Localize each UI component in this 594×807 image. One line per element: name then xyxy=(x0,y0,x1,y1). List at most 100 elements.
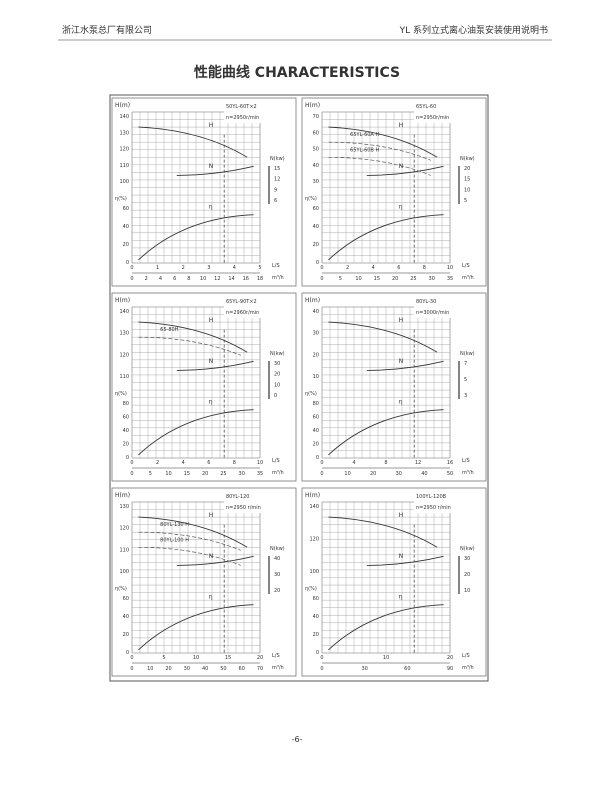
eta-curve xyxy=(138,604,254,651)
ls_ticks-tick: 8 xyxy=(384,460,387,466)
eta_ticks-tick: 0 xyxy=(126,260,129,266)
header-manual: YL 系列立式离心油泵安装使用说明书 xyxy=(399,24,548,36)
speed: n=2950r/min xyxy=(226,115,259,121)
panel xyxy=(301,487,487,677)
curve-n: N xyxy=(209,358,214,365)
eta_ticks-tick: 40 xyxy=(123,614,129,620)
eta-curve xyxy=(138,214,254,261)
m3h_ticks-tick: 16 xyxy=(243,276,249,282)
n_ticks-tick: 6 xyxy=(274,198,277,204)
axis-n: N(kw) xyxy=(460,156,475,162)
ls_ticks-tick: 8 xyxy=(233,460,236,466)
eta_ticks-tick: 80 xyxy=(123,401,129,407)
eta_ticks-tick: 0 xyxy=(126,455,129,461)
h_ticks-tick: 110 xyxy=(119,547,129,553)
panel xyxy=(111,97,297,287)
n_ticks-tick: 0 xyxy=(274,393,277,399)
eta-curve xyxy=(328,409,444,456)
axis-h: H(m) xyxy=(305,102,320,109)
speed: n=2950r/min xyxy=(416,115,449,121)
axis-n: N(kw) xyxy=(460,546,475,552)
model: 50YL-60T×2 xyxy=(226,104,257,110)
h_ticks-tick: 110 xyxy=(119,163,129,169)
axis-eta: η(%) xyxy=(305,586,317,592)
n_ticks-tick: 9 xyxy=(274,187,277,193)
n_ticks-tick: 30 xyxy=(274,572,280,578)
eta_ticks-tick: 60 xyxy=(123,415,129,421)
variant-curve xyxy=(138,336,241,356)
ls_ticks-tick: 2 xyxy=(346,265,349,271)
m3h_ticks-tick: 0 xyxy=(130,666,133,672)
frame xyxy=(109,94,489,682)
eta-curve xyxy=(328,604,444,651)
curve-eta: η xyxy=(209,204,213,211)
m3h_ticks-tick: 50 xyxy=(447,471,453,477)
n_ticks-tick: 10 xyxy=(464,588,470,594)
h_ticks-tick: 70 xyxy=(313,114,319,120)
eta_ticks-tick: 40 xyxy=(313,428,319,434)
ls_ticks-tick: 5 xyxy=(162,655,165,661)
ls_ticks-tick: 1 xyxy=(156,265,159,271)
eta_ticks-tick: 20 xyxy=(313,442,319,448)
eta_ticks-tick: 60 xyxy=(313,415,319,421)
curve-n: N xyxy=(399,163,404,170)
variant-curve xyxy=(328,156,431,176)
curve-h: H xyxy=(399,317,404,324)
curve-h: H xyxy=(399,512,404,519)
m3h_ticks-tick: 90 xyxy=(447,666,453,672)
m3h_ticks-tick: 60 xyxy=(404,666,410,672)
h_ticks-tick: 130 xyxy=(119,331,129,337)
axis-m3h: m³/h xyxy=(272,275,284,281)
h_ticks-tick: 20 xyxy=(313,352,319,358)
eta_ticks-tick: 20 xyxy=(313,242,319,248)
header-company: 浙江水泵总厂有限公司 xyxy=(62,24,152,36)
ls_ticks-tick: 0 xyxy=(130,265,133,271)
n-curve xyxy=(176,555,254,566)
h_ticks-tick: 120 xyxy=(309,537,319,543)
m3h_ticks-tick: 50 xyxy=(220,666,226,672)
m3h_ticks-tick: 25 xyxy=(220,471,226,477)
m3h_ticks-tick: 10 xyxy=(200,276,206,282)
eta_ticks-tick: 20 xyxy=(123,632,129,638)
eta_ticks-tick: 60 xyxy=(123,206,129,212)
ls_ticks-tick: 4 xyxy=(182,460,185,466)
eta_ticks-tick: 40 xyxy=(313,224,319,230)
eta_ticks-tick: 80 xyxy=(313,401,319,407)
m3h_ticks-tick: 30 xyxy=(396,471,402,477)
variant-label: 80YL-130 H xyxy=(160,522,189,528)
m3h_ticks-tick: 15 xyxy=(184,471,190,477)
h-curve xyxy=(138,516,248,548)
axis-ls: L/S xyxy=(272,263,280,269)
curve-n: N xyxy=(209,163,214,170)
axis-m3h: m³/h xyxy=(462,470,474,476)
eta_ticks-tick: 60 xyxy=(313,596,319,602)
m3h_ticks-tick: 10 xyxy=(344,471,350,477)
curve-eta: η xyxy=(399,204,403,211)
m3h_ticks-tick: 20 xyxy=(165,666,171,672)
ls_ticks-tick: 4 xyxy=(372,265,375,271)
h_ticks-tick: 140 xyxy=(309,504,319,510)
curve-h: H xyxy=(209,122,214,129)
ls_ticks-tick: 5 xyxy=(258,265,261,271)
axis-h: H(m) xyxy=(305,492,320,499)
eta_ticks-tick: 0 xyxy=(316,455,319,461)
page-title: 性能曲线 CHARACTERISTICS xyxy=(194,64,400,81)
n-curve xyxy=(366,555,444,566)
ls_ticks-tick: 3 xyxy=(207,265,210,271)
h_ticks-tick: 110 xyxy=(119,374,129,380)
h_ticks-tick: 130 xyxy=(119,504,129,510)
ls_ticks-tick: 0 xyxy=(130,460,133,466)
ls_ticks-tick: 20 xyxy=(447,655,453,661)
speed: n=3000r/min xyxy=(416,310,449,316)
m3h_ticks-tick: 0 xyxy=(320,666,323,672)
variant-label: 65YL-60B H xyxy=(350,147,379,153)
curve-h: H xyxy=(209,512,214,519)
axis-n: N(kw) xyxy=(460,351,475,357)
variant-label: 65YL-60A H xyxy=(350,132,379,138)
h_ticks-tick: 30 xyxy=(313,179,319,185)
n_ticks-tick: 30 xyxy=(274,361,280,367)
m3h_ticks-tick: 0 xyxy=(320,471,323,477)
h_ticks-tick: 60 xyxy=(313,130,319,136)
n_ticks-tick: 7 xyxy=(464,361,467,367)
m3h_ticks-tick: 14 xyxy=(228,276,234,282)
